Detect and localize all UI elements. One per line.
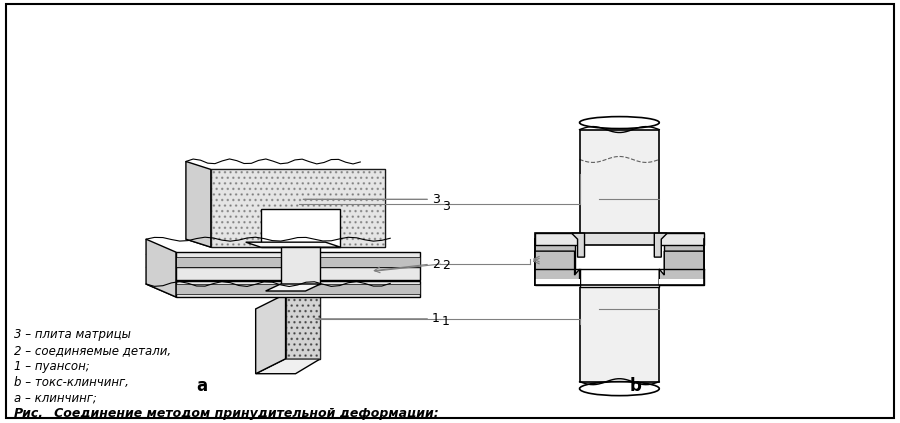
Text: b – токс-клинчинг,: b – токс-клинчинг, (14, 376, 129, 389)
Polygon shape (660, 233, 704, 245)
Polygon shape (256, 359, 320, 374)
Polygon shape (660, 279, 704, 285)
Text: a – клинчинг;: a – клинчинг; (14, 392, 96, 405)
Text: 3 – плита матрицы: 3 – плита матрицы (14, 328, 130, 341)
Text: a: a (196, 377, 207, 395)
Polygon shape (266, 284, 320, 291)
Polygon shape (176, 281, 420, 297)
Text: 3: 3 (442, 200, 450, 213)
Bar (574, 243, 664, 275)
Polygon shape (146, 254, 420, 267)
Polygon shape (176, 267, 420, 280)
Bar (580, 129, 660, 239)
Text: Рис.: Рис. (14, 407, 43, 420)
Text: 3: 3 (432, 193, 440, 206)
Polygon shape (572, 233, 584, 257)
Text: Соединение методом принудительной деформации:: Соединение методом принудительной деформ… (41, 407, 439, 420)
Text: 2: 2 (442, 258, 450, 272)
Polygon shape (535, 251, 580, 285)
Text: 1: 1 (432, 313, 440, 325)
Bar (535, 239, 704, 279)
Polygon shape (186, 239, 385, 247)
Bar (535, 233, 704, 245)
Bar (535, 239, 704, 287)
Ellipse shape (580, 382, 660, 396)
Polygon shape (654, 233, 667, 257)
Polygon shape (146, 284, 420, 297)
Polygon shape (660, 269, 704, 285)
Polygon shape (211, 170, 385, 247)
Polygon shape (246, 242, 340, 247)
Polygon shape (211, 170, 385, 247)
Bar (580, 269, 660, 287)
Polygon shape (535, 279, 580, 285)
Polygon shape (186, 162, 211, 247)
Polygon shape (176, 284, 420, 294)
Polygon shape (256, 294, 285, 374)
Bar (580, 267, 660, 382)
Ellipse shape (580, 117, 660, 129)
Polygon shape (535, 269, 580, 285)
Polygon shape (535, 233, 580, 245)
Text: b: b (629, 377, 642, 395)
Polygon shape (285, 294, 320, 359)
Polygon shape (660, 251, 704, 285)
Polygon shape (285, 294, 320, 359)
Polygon shape (146, 267, 420, 280)
Polygon shape (146, 239, 176, 297)
Polygon shape (176, 257, 420, 267)
Polygon shape (261, 209, 340, 247)
Text: 1 – пуансон;: 1 – пуансон; (14, 360, 89, 373)
Polygon shape (281, 247, 320, 284)
Text: 1: 1 (442, 316, 450, 328)
Polygon shape (176, 252, 420, 267)
Text: 2 – соединяемые детали,: 2 – соединяемые детали, (14, 344, 171, 357)
Text: 2: 2 (432, 258, 440, 271)
